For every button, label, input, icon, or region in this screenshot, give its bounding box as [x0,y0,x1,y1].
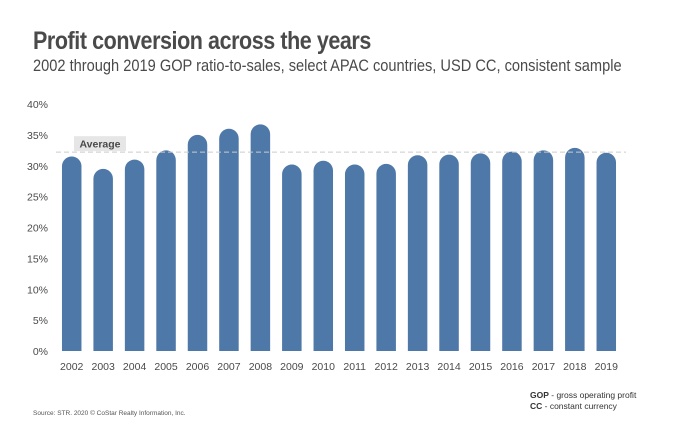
y-tick-label: 30% [27,161,48,173]
y-tick-label: 10% [27,284,48,296]
x-tick-label: 2013 [406,361,430,373]
bar-2012 [376,163,396,351]
x-tick-label: 2005 [154,361,178,373]
bar-2005 [156,150,176,351]
legend-gop-text: - gross operating profit [548,390,637,400]
y-tick-label: 35% [27,130,48,142]
x-tick-label: 2017 [532,361,556,373]
bar-2008 [250,124,271,351]
y-tick-label: 15% [27,253,48,265]
chart-subtitle: 2002 through 2019 GOP ratio-to-sales, se… [33,56,622,75]
x-tick-label: 2011 [343,361,366,373]
y-tick-label: 40% [27,99,48,111]
x-tick-label: 2009 [280,361,304,373]
legend-cc-text: - constant currency [542,401,617,411]
x-tick-label: 2016 [500,361,524,373]
average-label: Average [79,139,120,151]
bar-2013 [407,155,428,351]
bar-2015 [470,153,491,351]
bar-2017 [533,150,554,351]
bar-2014 [439,154,459,351]
chart-title: Profit conversion across the years [33,27,371,55]
bar-2018 [565,147,585,351]
average-label-bg [74,136,126,152]
source-note: Source: STR. 2020 © CoStar Realty Inform… [33,410,186,417]
x-tick-label: 2006 [186,361,210,373]
x-tick-label: 2014 [437,361,461,373]
legend-gop: GOP - gross operating profit [530,390,636,401]
x-tick-label: 2003 [91,361,115,373]
bar-2002 [61,156,82,351]
x-tick-label: 2007 [217,361,241,373]
abbreviation-legend: GOP - gross operating profit CC - consta… [530,390,636,412]
y-tick-label: 25% [27,192,48,204]
legend-cc: CC - constant currency [530,401,636,412]
x-tick-label: 2019 [595,361,619,373]
bar-2011 [344,164,365,351]
bar-2006 [187,134,208,351]
legend-cc-abbr: CC [530,401,543,411]
bar-2009 [282,164,302,351]
bar-2004 [124,159,145,351]
bar-2003 [93,168,113,351]
x-tick-label: 2002 [60,361,84,373]
x-tick-label: 2010 [312,361,336,373]
y-tick-label: 20% [27,223,48,235]
x-tick-label: 2012 [374,361,398,373]
bar-2007 [219,128,239,351]
y-tick-label: 5% [33,315,48,327]
bar-2010 [313,160,334,351]
x-tick-label: 2008 [249,361,273,373]
bar-2016 [502,151,522,351]
x-tick-label: 2015 [469,361,493,373]
legend-gop-abbr: GOP [530,390,549,400]
y-tick-label: 0% [33,346,48,358]
x-tick-label: 2004 [123,361,147,373]
bar-2019 [596,152,617,351]
x-tick-label: 2018 [563,361,587,373]
